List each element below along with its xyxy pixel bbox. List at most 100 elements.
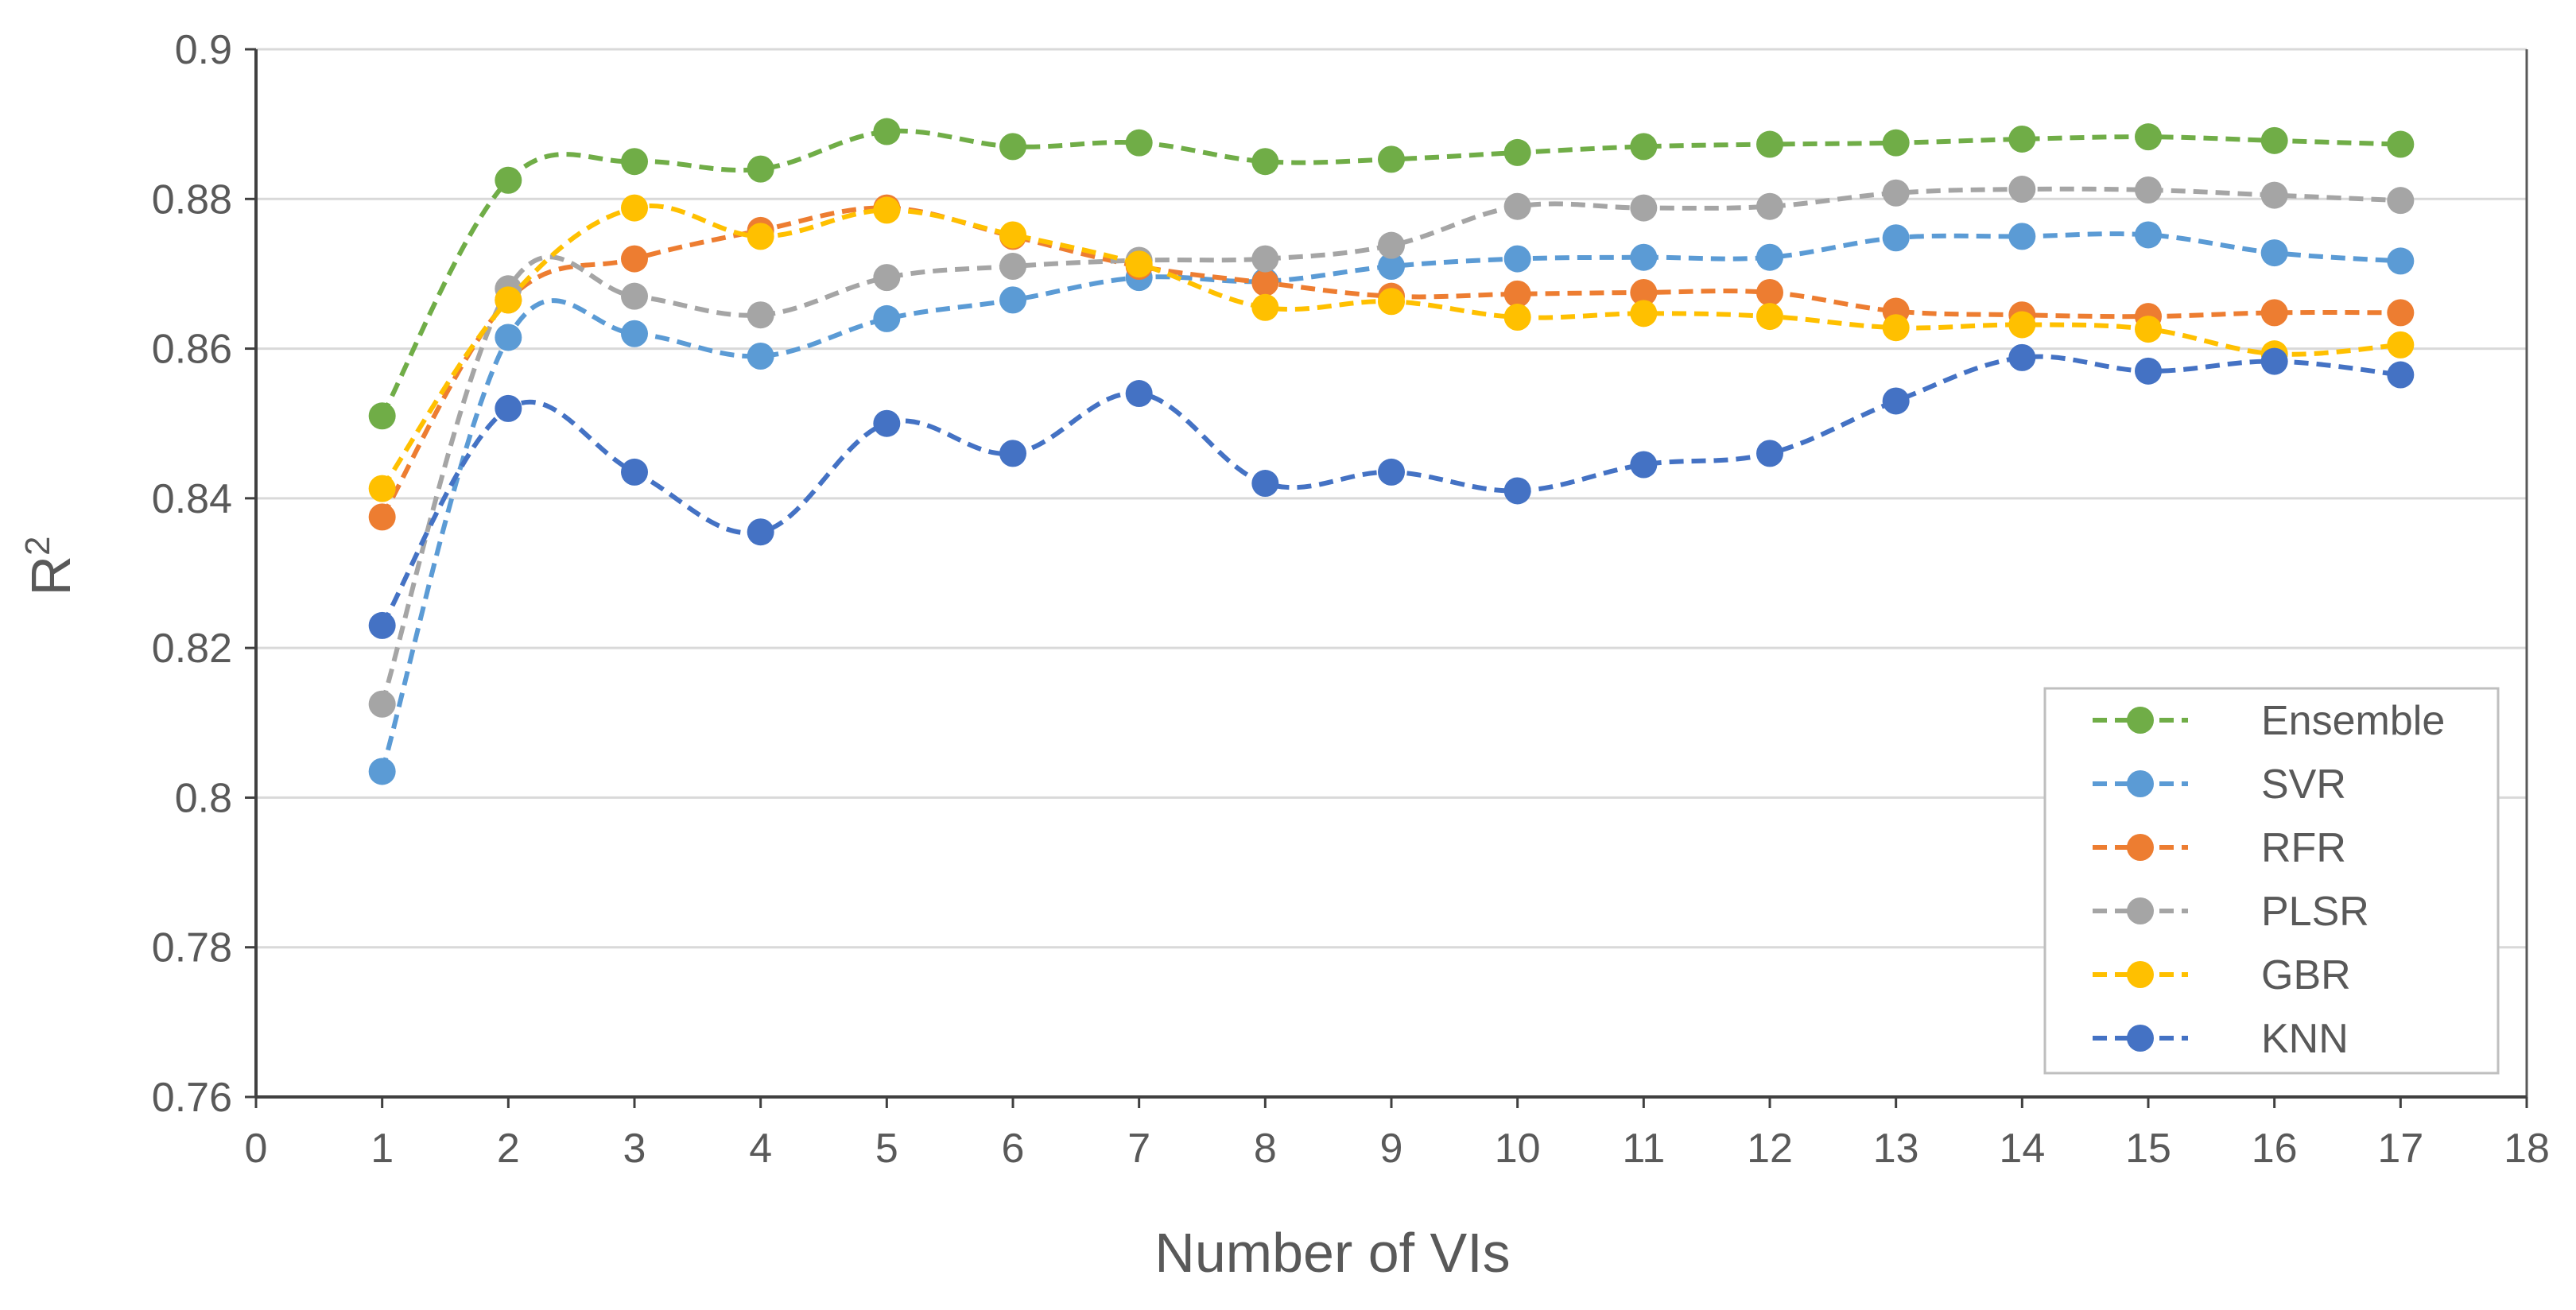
- data-point-svr: [2135, 221, 2162, 249]
- y-tick-label: 0.82: [152, 626, 232, 672]
- legend-label: GBR: [2261, 952, 2351, 998]
- x-tick-label: 18: [2504, 1126, 2550, 1172]
- data-point-plsr: [621, 282, 648, 310]
- data-point-ensemble: [999, 133, 1026, 161]
- data-point-knn: [2135, 357, 2162, 385]
- x-tick-label: 5: [875, 1126, 898, 1172]
- data-point-knn: [1630, 451, 1658, 479]
- data-point-plsr: [1630, 194, 1658, 222]
- data-point-knn: [873, 409, 901, 437]
- data-point-knn: [1756, 440, 1783, 467]
- legend-swatch-marker: [2127, 1025, 2154, 1052]
- data-point-plsr: [368, 690, 396, 718]
- data-point-svr: [495, 324, 522, 351]
- data-point-plsr: [873, 264, 901, 292]
- legend-swatch-marker: [2127, 707, 2154, 734]
- data-point-gbr: [1503, 304, 1531, 331]
- legend-swatch-marker: [2127, 834, 2154, 861]
- data-point-ensemble: [1251, 148, 1279, 176]
- data-point-gbr: [368, 475, 396, 502]
- series-line-plsr: [379, 186, 2401, 705]
- data-point-svr: [2008, 223, 2036, 250]
- data-point-svr: [2387, 247, 2415, 275]
- data-point-ensemble: [1630, 133, 1658, 161]
- legend-label: PLSR: [2261, 889, 2369, 935]
- legend-label: SVR: [2261, 762, 2346, 808]
- data-point-plsr: [2387, 187, 2415, 215]
- x-tick-label: 4: [749, 1126, 772, 1172]
- data-point-ensemble: [2387, 130, 2415, 158]
- data-point-plsr: [1756, 192, 1783, 220]
- legend-label: KNN: [2261, 1016, 2349, 1062]
- x-tick-label: 12: [1747, 1126, 1793, 1172]
- data-point-ensemble: [1378, 145, 1405, 173]
- data-point-plsr: [747, 301, 774, 329]
- data-point-knn: [1503, 477, 1531, 505]
- data-point-gbr: [621, 194, 648, 222]
- data-point-ensemble: [2008, 125, 2036, 153]
- data-point-gbr: [2008, 311, 2036, 339]
- data-point-knn: [2387, 361, 2415, 389]
- y-tick-label: 0.86: [152, 327, 232, 373]
- data-point-svr: [1378, 253, 1405, 281]
- data-point-rfr: [1503, 280, 1531, 308]
- data-point-plsr: [2135, 176, 2162, 203]
- legend-label: Ensemble: [2261, 698, 2445, 744]
- data-point-gbr: [495, 286, 522, 314]
- data-point-rfr: [621, 245, 648, 273]
- data-point-knn: [1882, 387, 1910, 415]
- data-point-knn: [1125, 380, 1153, 408]
- data-point-ensemble: [1503, 138, 1531, 166]
- data-point-svr: [999, 286, 1026, 314]
- data-point-knn: [495, 394, 522, 422]
- x-tick-label: 6: [1002, 1126, 1025, 1172]
- y-tick-label: 0.8: [175, 775, 232, 821]
- legend-item-plsr: PLSR: [2093, 889, 2369, 935]
- data-point-gbr: [1882, 314, 1910, 342]
- x-tick-label: 17: [2377, 1126, 2423, 1172]
- data-point-svr: [1756, 243, 1783, 271]
- data-point-rfr: [2387, 299, 2415, 327]
- data-point-knn: [368, 611, 396, 639]
- data-point-knn: [999, 440, 1026, 467]
- x-tick-label: 0: [245, 1126, 268, 1172]
- y-axis-title: R2: [18, 536, 82, 595]
- data-point-plsr: [1251, 245, 1279, 273]
- x-tick-label: 13: [1873, 1126, 1919, 1172]
- series-line-gbr: [380, 203, 2401, 490]
- legend-item-ensemble: Ensemble: [2093, 698, 2445, 744]
- data-point-ensemble: [368, 402, 396, 430]
- axes: [245, 48, 2528, 1108]
- data-point-rfr: [2260, 299, 2288, 327]
- data-point-svr: [1503, 245, 1531, 273]
- data-point-svr: [873, 304, 901, 332]
- y-tick-label: 0.88: [152, 176, 232, 223]
- legend-item-rfr: RFR: [2093, 825, 2346, 871]
- legend-item-gbr: GBR: [2093, 952, 2351, 998]
- data-point-ensemble: [2135, 123, 2162, 151]
- data-point-svr: [1630, 243, 1658, 271]
- series-line-ensemble: [380, 128, 2401, 417]
- series-layer: [368, 118, 2415, 785]
- x-tick-label: 15: [2125, 1126, 2171, 1172]
- legend-item-knn: KNN: [2093, 1016, 2349, 1062]
- series-line-knn: [380, 354, 2401, 627]
- x-tick-label: 7: [1127, 1126, 1150, 1172]
- data-point-svr: [747, 342, 774, 370]
- legend-swatch-marker: [2127, 770, 2154, 797]
- data-point-ensemble: [621, 148, 648, 176]
- data-point-svr: [621, 320, 648, 347]
- legend-label: RFR: [2261, 825, 2346, 871]
- y-tick-label: 0.9: [175, 27, 232, 73]
- legend-item-svr: SVR: [2093, 762, 2346, 808]
- data-point-knn: [1378, 458, 1405, 486]
- x-tick-label: 16: [2252, 1126, 2298, 1172]
- legend-swatch-marker: [2127, 897, 2154, 924]
- x-tick-label: 14: [1999, 1126, 2045, 1172]
- data-point-knn: [621, 458, 648, 486]
- data-point-ensemble: [747, 155, 774, 183]
- data-point-ensemble: [2260, 126, 2288, 154]
- data-point-knn: [2260, 347, 2288, 375]
- x-tick-label: 1: [370, 1126, 394, 1172]
- data-point-ensemble: [1125, 129, 1153, 157]
